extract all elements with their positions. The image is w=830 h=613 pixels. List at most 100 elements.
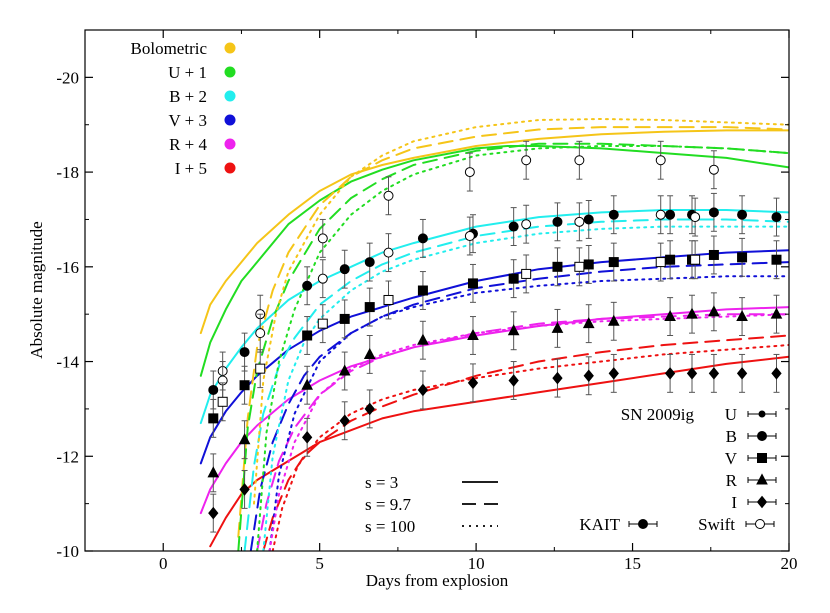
data-point-u-swift — [521, 140, 532, 180]
data-point-r-kait — [207, 453, 220, 493]
marker — [464, 231, 475, 242]
marker — [771, 367, 782, 380]
data-point-v-kait — [708, 235, 719, 275]
data-point-v-kait — [608, 242, 619, 282]
observation-legend-band-marker — [756, 473, 768, 485]
data-point-v-swift — [655, 242, 666, 282]
y-axis-title: Absolute magnitude — [27, 221, 46, 358]
data-point-i-kait — [467, 363, 479, 403]
data-point-b-swift — [255, 313, 266, 353]
marker — [508, 221, 519, 232]
marker — [521, 155, 532, 166]
marker — [467, 376, 479, 390]
data-point-b-swift — [464, 216, 475, 256]
data-point-r-kait — [664, 297, 676, 336]
data-point-r-kait — [607, 301, 620, 341]
model-curve-3-r-4 — [268, 313, 789, 551]
data-point-b-swift — [690, 197, 701, 237]
y-tick-label: -18 — [56, 163, 79, 182]
model-curve-3-u-1 — [256, 145, 789, 551]
marker — [464, 167, 475, 178]
marker — [574, 216, 585, 227]
marker — [655, 155, 666, 166]
marker — [302, 330, 313, 341]
observation-legend-source-marker — [638, 519, 648, 529]
y-tick-label: -16 — [56, 258, 79, 277]
marker — [583, 259, 594, 270]
data-point-v-kait — [302, 316, 313, 355]
observation-legend-band-label: V — [725, 449, 738, 468]
band-legend-swatch — [224, 66, 236, 78]
model-curve-3-v-3 — [268, 275, 789, 551]
band-legend-swatch — [224, 42, 236, 54]
marker — [302, 431, 313, 444]
x-tick-label: 15 — [624, 554, 641, 573]
data-point-v-kait — [665, 240, 676, 280]
data-point-i-kait — [583, 356, 594, 396]
observation-legend-band-label: I — [731, 493, 737, 512]
marker — [771, 212, 782, 223]
marker — [664, 367, 676, 380]
marker — [239, 347, 250, 358]
marker — [583, 369, 594, 383]
marker — [708, 249, 719, 260]
data-point-u-swift — [655, 140, 666, 180]
marker — [255, 328, 266, 339]
data-point-v-kait — [364, 287, 375, 327]
model-curve-3-i-5 — [271, 344, 789, 551]
observation-legend-band-label: U — [725, 405, 737, 424]
marker — [383, 190, 394, 201]
marker — [417, 383, 429, 397]
marker — [737, 252, 748, 263]
marker — [736, 367, 748, 380]
data-point-r-kait — [582, 304, 595, 344]
marker — [655, 209, 666, 220]
marker — [217, 396, 228, 407]
observation-legend-source-label: Swift — [698, 515, 735, 534]
x-tick-label: 5 — [315, 554, 324, 573]
marker — [339, 313, 350, 324]
model-curve-2-b-2 — [243, 218, 789, 551]
data-point-r-kait — [708, 292, 720, 332]
marker — [507, 324, 520, 336]
marker — [608, 209, 619, 220]
band-legend-label: Bolometric — [131, 39, 208, 58]
marker — [574, 155, 585, 166]
marker — [338, 364, 351, 376]
marker — [582, 317, 595, 329]
y-tick-label: -10 — [56, 542, 79, 561]
data-point-v-kait — [552, 247, 563, 287]
data-point-b-kait — [771, 197, 782, 237]
marker — [339, 414, 350, 428]
data-point-r-kait — [238, 420, 251, 460]
marker — [467, 328, 479, 340]
data-point-i-kait — [208, 493, 219, 533]
marker — [690, 212, 701, 223]
marker — [521, 268, 532, 279]
marker — [383, 247, 394, 258]
marker — [208, 384, 219, 395]
y-tick-label: -12 — [56, 447, 79, 466]
marker — [607, 314, 620, 326]
x-axis-title: Days from explosion — [366, 571, 509, 590]
band-legend-swatch — [224, 114, 236, 126]
observation-legend-band-marker — [757, 453, 767, 463]
data-point-b-kait — [737, 195, 748, 235]
marker — [686, 307, 698, 319]
model-legend: s = 3 s = 9.7 s = 100 — [365, 473, 498, 536]
observation-legend-source-label: KAIT — [579, 515, 620, 534]
data-point-v-swift — [690, 240, 701, 280]
data-point-i-kait — [771, 353, 782, 393]
data-point-v-kait — [467, 263, 478, 303]
data-point-i-kait — [552, 358, 563, 398]
marker — [574, 261, 585, 272]
marker — [708, 207, 719, 218]
data-point-b-kait — [417, 218, 428, 258]
data-point-i-kait — [364, 389, 375, 429]
data-point-i-kait — [302, 417, 313, 457]
data-point-i-kait — [417, 370, 429, 410]
model-legend-label: s = 100 — [365, 517, 415, 536]
data-point-i-kait — [508, 361, 519, 400]
observation-legend-band-marker — [756, 495, 768, 509]
data-point-u-swift — [317, 218, 328, 258]
